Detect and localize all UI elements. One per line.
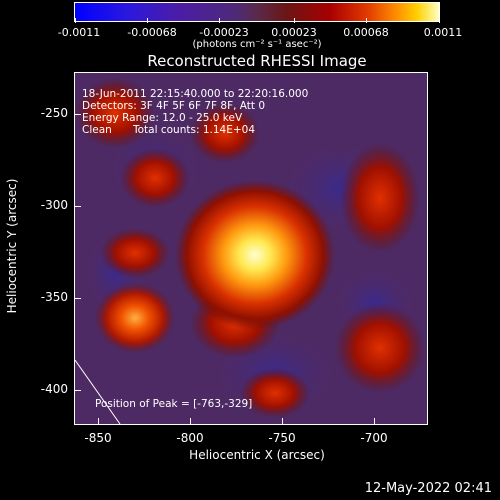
x-tick-label: -800 — [176, 431, 204, 445]
colorbar-tick-label: -0.00068 — [127, 26, 177, 39]
clean-label: Clean — [82, 124, 112, 136]
plot-title: Reconstructed RHESSI Image — [147, 52, 367, 70]
y-tick — [75, 206, 81, 207]
emission-peak — [175, 180, 335, 330]
rhessi-image: 18-Jun-2011 22:15:40.000 to 22:20:16.000… — [74, 72, 428, 425]
detectors: Detectors: 3F 4F 5F 6F 7F 8F, Att 0 — [82, 100, 266, 112]
colorbar-tick — [75, 18, 76, 23]
colorbar-tick-label: -0.0011 — [57, 26, 101, 39]
colorbar-tick — [294, 18, 295, 23]
y-tick-label: -400 — [40, 382, 68, 396]
x-tick-label: -850 — [84, 431, 112, 445]
x-tick — [282, 418, 283, 424]
y-tick — [75, 390, 81, 391]
render-timestamp: 12-May-2022 02:41 — [364, 481, 492, 496]
y-tick-label: -350 — [40, 290, 68, 304]
colorbar-units: (photons cm⁻² s⁻¹ asec⁻²) — [192, 39, 322, 50]
solar-limb — [75, 359, 121, 424]
image-canvas — [75, 73, 427, 424]
colorbar-tick — [439, 18, 440, 23]
x-tick-label: -750 — [268, 431, 296, 445]
y-tick-label: -250 — [40, 106, 68, 120]
y-tick-label: -300 — [40, 198, 68, 212]
time-range: 18-Jun-2011 22:15:40.000 to 22:20:16.000 — [82, 88, 309, 100]
peak-position: Position of Peak = [-763,-329] — [95, 398, 253, 410]
colorbar-tick-label: -0.00023 — [199, 26, 249, 39]
colorbar — [74, 2, 440, 22]
x-tick — [98, 418, 99, 424]
x-tick — [190, 418, 191, 424]
total-counts: Total counts: 1.14E+04 — [133, 124, 256, 136]
colorbar-tick-label: 0.00068 — [343, 26, 389, 39]
x-tick — [374, 418, 375, 424]
y-tick — [75, 114, 81, 115]
colorbar-tick — [147, 18, 148, 23]
x-axis-label: Heliocentric X (arcsec) — [189, 448, 325, 462]
energy-range: Energy Range: 12.0 - 25.0 keV — [82, 112, 243, 124]
colorbar-tick-label: 0.0011 — [423, 26, 463, 39]
colorbar-tick — [366, 18, 367, 23]
emission-regions — [75, 78, 425, 418]
colorbar-tick — [219, 18, 220, 23]
x-tick-label: -700 — [360, 431, 388, 445]
colorbar-tick-label: 0.00023 — [271, 26, 317, 39]
y-tick — [75, 298, 81, 299]
y-axis-label: Heliocentric Y (arcsec) — [5, 178, 19, 314]
